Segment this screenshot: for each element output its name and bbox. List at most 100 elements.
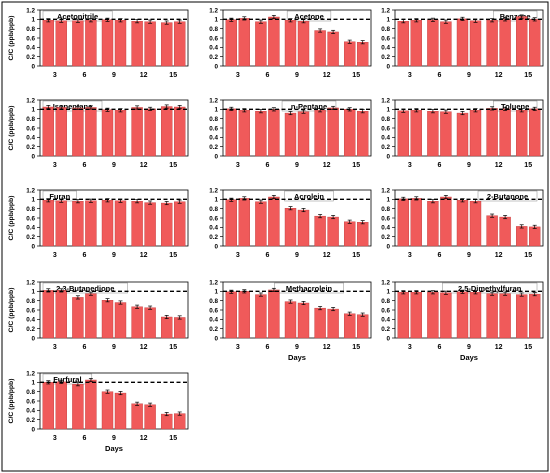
x-tick-label: 12 bbox=[495, 344, 503, 351]
x-tick-label: 9 bbox=[467, 344, 471, 351]
x-tick-label: 15 bbox=[524, 162, 532, 169]
y-axis-label: C/C (ppb/ppb) bbox=[8, 196, 15, 241]
y-tick-label: 0.4 bbox=[381, 317, 390, 324]
bar-6-2 bbox=[440, 196, 452, 247]
bar-6-1 bbox=[427, 19, 439, 67]
y-tick-label: 1.2 bbox=[26, 187, 35, 194]
bar-9-2 bbox=[297, 209, 310, 247]
bar-3-2 bbox=[410, 20, 422, 67]
bar-3-2 bbox=[238, 198, 251, 247]
y-tick-label: 0.4 bbox=[381, 135, 390, 142]
panel-9: 2,3-Butanedione 0 0.2 0.4 0.6 0.8 1 1.2 C/C (ppb… bbox=[8, 279, 189, 351]
bar-6-1 bbox=[72, 297, 84, 339]
bar-15-2 bbox=[357, 314, 369, 339]
bar-12-1 bbox=[131, 403, 143, 430]
bar-12-1 bbox=[486, 215, 498, 247]
panel-title: Benzene bbox=[500, 12, 531, 21]
panel-5: Toluene 0 0.2 0.4 0.6 0.8 1 1.2 3 6 9 12 15 bbox=[381, 97, 544, 169]
x-tick-label: 6 bbox=[82, 435, 86, 442]
bar-15-2 bbox=[529, 19, 541, 67]
x-tick-label: 12 bbox=[495, 252, 503, 259]
bar-3-1 bbox=[397, 198, 409, 247]
y-tick-label: 0.8 bbox=[209, 298, 218, 305]
bar-15-2 bbox=[357, 221, 369, 247]
x-tick-label: 15 bbox=[352, 344, 360, 351]
panel-title-box bbox=[281, 100, 337, 112]
x-tick-label: 12 bbox=[495, 72, 503, 79]
bar-3-2 bbox=[55, 381, 67, 430]
bar-9-2 bbox=[114, 302, 127, 339]
panel-title: Isopentane bbox=[53, 102, 93, 111]
bar-9-2 bbox=[114, 392, 127, 430]
bar-6-2 bbox=[85, 379, 97, 430]
y-tick-label: 0.6 bbox=[209, 307, 218, 314]
bar-15-1 bbox=[344, 109, 356, 157]
bar-6-2 bbox=[268, 196, 280, 247]
y-tick-label: 0.8 bbox=[26, 26, 35, 33]
y-tick-label: 0.8 bbox=[26, 116, 35, 123]
bar-12-2 bbox=[499, 216, 511, 247]
x-tick-label: 6 bbox=[437, 252, 441, 259]
y-tick-label: 1 bbox=[386, 107, 390, 114]
bar-3-1 bbox=[42, 20, 54, 67]
bar-12-2 bbox=[144, 202, 156, 247]
x-tick-label: 6 bbox=[437, 162, 441, 169]
x-tick-label: 15 bbox=[169, 435, 177, 442]
panel-8: 2-Butanone 0 0.2 0.4 0.6 0.8 1 1.2 3 6 9 12 15 bbox=[381, 187, 544, 259]
x-tick-label: 3 bbox=[236, 252, 240, 259]
y-tick-label: 0.4 bbox=[26, 317, 35, 324]
x-tick-label: 9 bbox=[112, 72, 116, 79]
bar-3-1 bbox=[42, 382, 54, 430]
y-tick-label: 1 bbox=[31, 197, 35, 204]
panel-6: Furan 0 0.2 0.4 0.6 0.8 1 1.2 C/C (ppb/ppb) 3 6 9 12… bbox=[8, 187, 189, 259]
y-tick-label: 0 bbox=[31, 153, 35, 160]
y-tick-label: 1.2 bbox=[26, 97, 35, 104]
bar-15-2 bbox=[173, 413, 186, 430]
y-tick-label: 1 bbox=[31, 380, 35, 387]
y-tick-label: 1.2 bbox=[381, 97, 390, 104]
bar-12-2 bbox=[144, 21, 156, 67]
bar-9-2 bbox=[114, 110, 127, 157]
y-tick-label: 0.6 bbox=[26, 307, 35, 314]
y-tick-label: 0.2 bbox=[26, 144, 35, 151]
bar-3-1 bbox=[42, 290, 54, 339]
bar-12-2 bbox=[327, 107, 339, 157]
x-tick-label: 15 bbox=[169, 162, 177, 169]
y-tick-label: 0.4 bbox=[209, 45, 218, 52]
x-tick-label: 15 bbox=[352, 252, 360, 259]
y-tick-label: 0 bbox=[386, 243, 390, 250]
y-tick-label: 0.6 bbox=[26, 35, 35, 42]
y-tick-label: 1.2 bbox=[209, 279, 218, 286]
y-tick-label: 0.4 bbox=[26, 135, 35, 142]
y-tick-label: 0.2 bbox=[26, 54, 35, 61]
bar-12-2 bbox=[327, 308, 339, 339]
bar-6-1 bbox=[255, 110, 267, 157]
x-tick-label: 6 bbox=[265, 72, 269, 79]
x-tick-label: 12 bbox=[140, 435, 148, 442]
bar-15-1 bbox=[160, 413, 173, 430]
bar-15-1 bbox=[160, 202, 173, 247]
bar-12-1 bbox=[314, 30, 326, 67]
bar-6-1 bbox=[255, 21, 267, 67]
y-tick-label: 1 bbox=[31, 17, 35, 24]
x-tick-label: 12 bbox=[140, 162, 148, 169]
y-tick-label: 1.2 bbox=[381, 7, 390, 14]
x-axis-label: Days bbox=[288, 353, 306, 362]
y-tick-label: 1.2 bbox=[381, 279, 390, 286]
y-tick-label: 0.8 bbox=[381, 206, 390, 213]
panel-title: 2,3-Butanedione bbox=[56, 284, 114, 293]
bar-6-2 bbox=[85, 20, 97, 67]
bar-15-2 bbox=[529, 226, 541, 247]
x-tick-label: 3 bbox=[53, 435, 57, 442]
y-tick-label: 0 bbox=[31, 243, 35, 250]
bar-9-1 bbox=[456, 112, 469, 157]
bar-15-1 bbox=[160, 22, 173, 67]
bar-6-1 bbox=[255, 294, 267, 339]
y-tick-label: 0.2 bbox=[381, 144, 390, 151]
y-tick-label: 0.8 bbox=[26, 298, 35, 305]
x-tick-label: 9 bbox=[112, 344, 116, 351]
bar-15-1 bbox=[516, 110, 528, 157]
bar-6-1 bbox=[72, 200, 84, 247]
bar-3-2 bbox=[410, 110, 422, 157]
